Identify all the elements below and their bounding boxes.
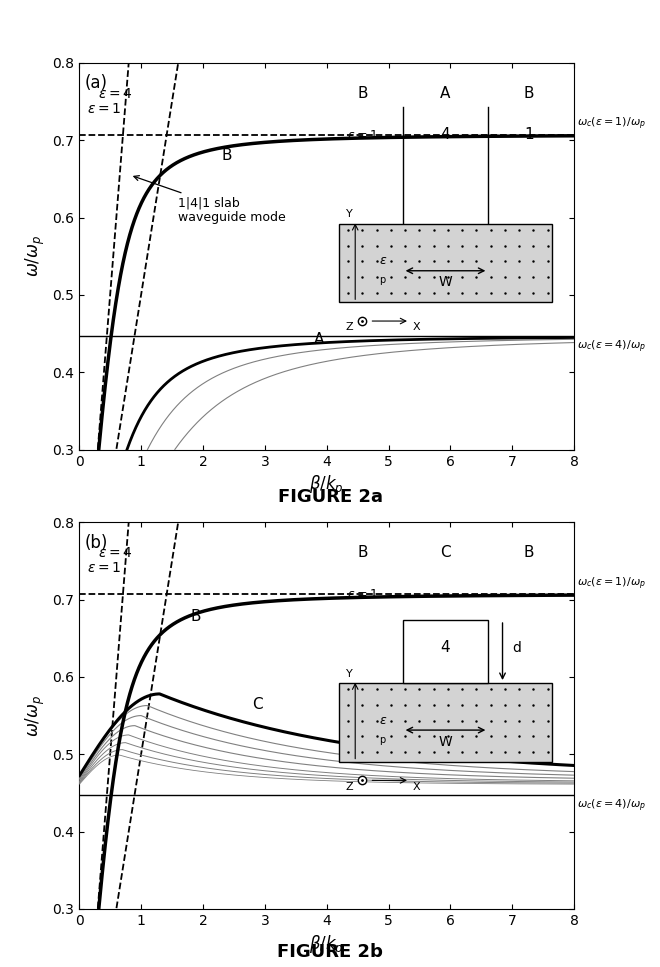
Text: $\omega_c(\varepsilon=4)/\omega_p$: $\omega_c(\varepsilon=4)/\omega_p$ [578,798,646,814]
Text: B: B [222,148,232,162]
Text: C: C [252,697,263,713]
Text: $\omega_c(\varepsilon=4)/\omega_p$: $\omega_c(\varepsilon=4)/\omega_p$ [578,338,646,355]
Text: $\omega_c(\varepsilon=1)/\omega_p$: $\omega_c(\varepsilon=1)/\omega_p$ [578,575,646,592]
Text: FIGURE 2a: FIGURE 2a [277,488,383,507]
Text: $\varepsilon=1$: $\varepsilon=1$ [87,562,121,575]
Text: B: B [191,609,201,625]
Text: (b): (b) [84,534,108,552]
Text: A: A [314,333,325,347]
Text: FIGURE 2b: FIGURE 2b [277,943,383,961]
Text: 1|4|1 slab
waveguide mode: 1|4|1 slab waveguide mode [134,176,286,224]
X-axis label: $\beta/k_p$: $\beta/k_p$ [310,474,344,498]
Y-axis label: $\omega/\omega_p$: $\omega/\omega_p$ [24,235,47,278]
Text: $\varepsilon=4$: $\varepsilon=4$ [98,87,132,101]
Y-axis label: $\omega/\omega_p$: $\omega/\omega_p$ [24,694,47,737]
Text: $\omega_c(\varepsilon=1)/\omega_p$: $\omega_c(\varepsilon=1)/\omega_p$ [578,116,646,132]
Text: (a): (a) [84,74,107,93]
Text: $\varepsilon=1$: $\varepsilon=1$ [87,103,121,116]
Text: $\varepsilon=4$: $\varepsilon=4$ [98,546,132,560]
X-axis label: $\beta/k_p$: $\beta/k_p$ [310,933,344,957]
